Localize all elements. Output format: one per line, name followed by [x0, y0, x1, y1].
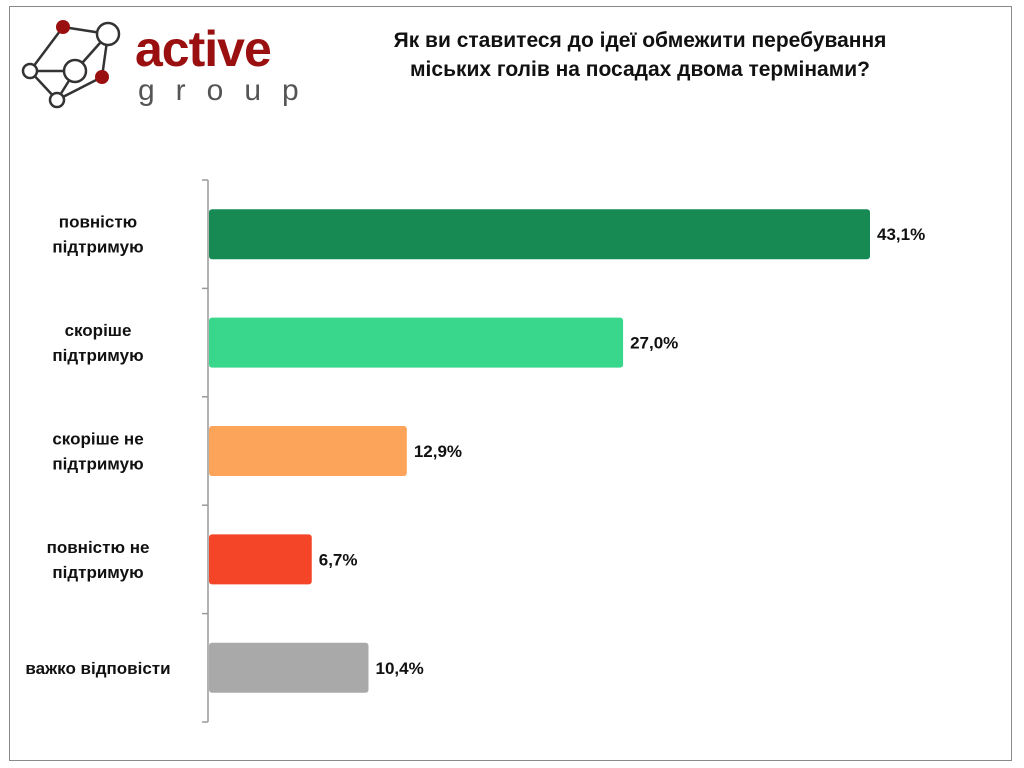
- chart-title-line-2: міських голів на посадах двома термінами…: [410, 58, 870, 81]
- category-label-1: скоріше: [65, 321, 132, 340]
- category-label-2: скоріше не: [52, 430, 143, 449]
- value-label-4: 10,4%: [375, 659, 423, 678]
- category-label-0: підтримую: [52, 238, 143, 257]
- value-label-2: 12,9%: [414, 442, 462, 461]
- value-label-1: 27,0%: [630, 334, 678, 353]
- bar-0: [209, 209, 870, 260]
- category-label-4: важко відповісти: [25, 659, 170, 678]
- bar-4: [209, 642, 369, 693]
- network-logo-icon: [21, 20, 121, 109]
- category-label-2: підтримую: [52, 455, 143, 474]
- chart-title: Як ви ставитеся до ідеї обмежити перебув…: [330, 26, 950, 84]
- category-label-3: повністю не: [47, 538, 150, 557]
- category-label-1: підтримую: [52, 346, 143, 365]
- bar-2: [209, 426, 407, 476]
- category-label-3: підтримую: [52, 563, 143, 582]
- logo-text-group: group: [138, 74, 320, 107]
- logo-text-active: active: [135, 21, 272, 77]
- chart-title-line-1: Як ви ставитеся до ідеї обмежити перебув…: [393, 29, 887, 52]
- value-label-0: 43,1%: [877, 225, 925, 244]
- active-group-logo: active group: [20, 14, 310, 114]
- bar-3: [209, 534, 312, 585]
- category-label-0: повністю: [59, 213, 137, 232]
- value-label-3: 6,7%: [319, 550, 358, 569]
- chart-frame: [9, 6, 1012, 761]
- bar-1: [209, 317, 624, 368]
